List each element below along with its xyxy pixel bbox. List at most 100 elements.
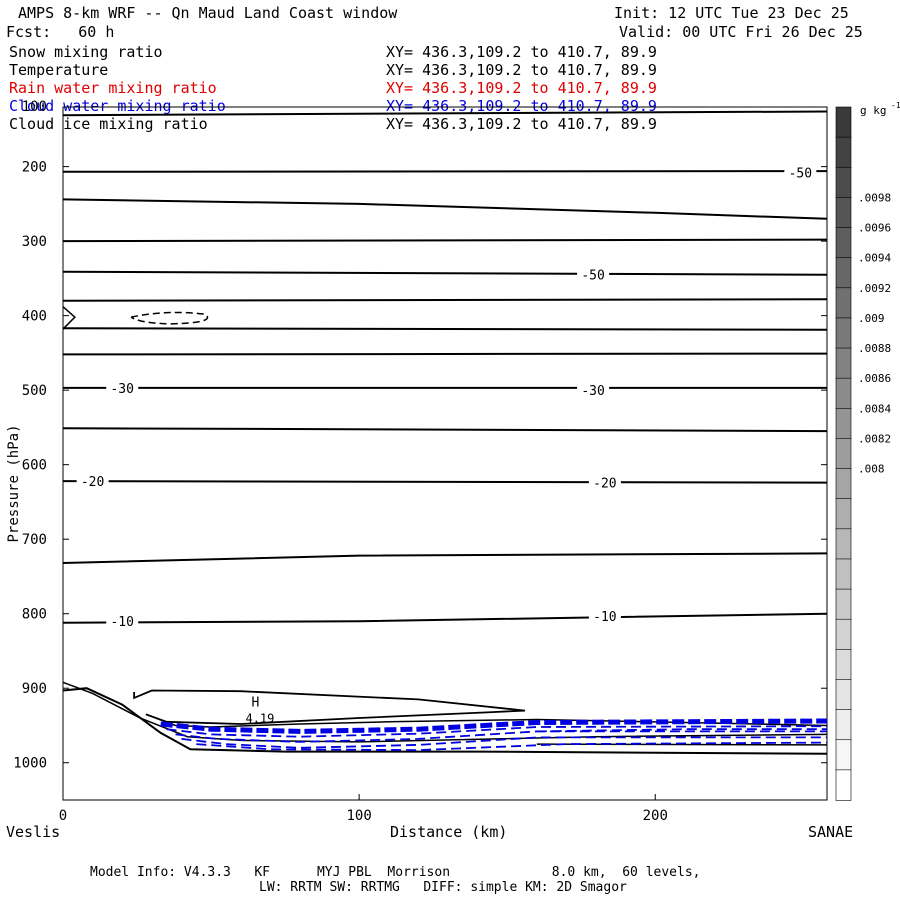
isotherm-label: -10 (110, 615, 133, 630)
isotherm-line (62, 298, 828, 302)
isotherm-label-bg (784, 164, 817, 181)
colorbar-label: .0096 (858, 222, 891, 235)
isotherm-group (62, 110, 828, 624)
y-tick-label: 500 (22, 383, 47, 399)
colorbar-swatch (835, 709, 852, 741)
field-coordinates: XY= 436.3,109.2 to 410.7, 89.9 (386, 79, 657, 97)
isotherm-line (62, 238, 828, 243)
colorbar-label: .0092 (858, 282, 891, 295)
colorbar-label: .0082 (858, 432, 891, 445)
colorbar-swatch (835, 136, 852, 169)
isotherm-line (62, 110, 828, 117)
isotherm-label: -50 (789, 167, 812, 182)
colorbar-label: .0098 (858, 191, 891, 204)
y-tick-label: 400 (22, 309, 47, 325)
isotherm-label-bg (106, 613, 139, 630)
y-axis-label: Pressure (hPa) (6, 424, 22, 542)
x-axis-label: Distance (km) (390, 823, 508, 841)
isotherm-line (62, 480, 828, 484)
isotherm-label: -20 (593, 477, 616, 492)
x-tick-label: 0 (59, 808, 67, 824)
cloud-water-contour (196, 741, 828, 752)
isotherm-label: -10 (593, 610, 616, 625)
y-tick-label: 800 (22, 607, 47, 623)
colorbar-swatch (835, 528, 852, 560)
field-coordinates: XY= 436.3,109.2 to 410.7, 89.9 (386, 115, 657, 133)
cloud-water-group (160, 718, 828, 752)
ice-contour (130, 311, 209, 325)
snow-contour (145, 713, 828, 728)
cloud-water-contour (160, 718, 828, 734)
colorbar-label: .0094 (858, 252, 891, 265)
colorbar-swatch (835, 166, 852, 199)
colorbar-swatch (835, 257, 852, 289)
isotherm-line (62, 612, 828, 624)
isotherm-label: -30 (110, 382, 133, 397)
high-marker-letter: H (251, 696, 259, 711)
colorbar-label: .0084 (858, 402, 891, 415)
snow-contour (133, 689, 526, 725)
field-name: Cloud ice mixing ratio (9, 115, 208, 133)
colorbar-label: .009 (858, 312, 885, 325)
model-info-line1: Model Info: V4.3.3 KF MYJ PBL Morrison 8… (90, 865, 701, 880)
y-tick-label: 1000 (13, 756, 47, 772)
y-tick-label: 700 (22, 532, 47, 548)
y-tick-label: 600 (22, 458, 47, 474)
isotherm-line (62, 552, 828, 564)
y-tick-label: 900 (22, 681, 47, 697)
field-name: Snow mixing ratio (9, 43, 163, 61)
init-time: Init: 12 UTC Tue 23 Dec 25 (614, 4, 849, 22)
isotherm-label-bg (577, 382, 610, 399)
isotherm-edge-kink (62, 306, 76, 330)
model-info-line2: LW: RRTM SW: RRTMG DIFF: simple KM: 2D S… (259, 880, 627, 895)
isotherm-line (62, 270, 828, 276)
colorbar-swatch (835, 679, 852, 711)
colorbar-swatch (835, 769, 852, 801)
y-tick-label: 200 (22, 160, 47, 176)
isotherm-line (62, 352, 828, 356)
field-coordinates: XY= 436.3,109.2 to 410.7, 89.9 (386, 97, 657, 115)
cloud-water-contour (166, 725, 828, 738)
colorbar-swatch (835, 347, 852, 379)
colorbar-swatch (835, 468, 852, 500)
colorbar-label: .008 (858, 463, 885, 476)
colorbar-swatch (835, 377, 852, 410)
colorbar-label: .0088 (858, 342, 891, 355)
isotherm-label-bg (577, 266, 610, 283)
isotherm-label-bg (76, 473, 109, 490)
field-name: Cloud water mixing ratio (9, 97, 226, 115)
colorbar-unit-superscript: -1 (891, 101, 900, 110)
snow-contour (536, 743, 828, 746)
plot-frame (62, 106, 828, 801)
x-tick-label: 200 (643, 808, 668, 824)
isotherm-line (62, 327, 828, 331)
cloud-water-contour (181, 736, 827, 749)
isotherm-line (62, 427, 828, 433)
colorbar-swatch (835, 558, 852, 590)
field-coordinates: XY= 436.3,109.2 to 410.7, 89.9 (386, 61, 657, 79)
high-marker-value: 4.19 (245, 712, 274, 726)
colorbar-label: .0086 (858, 372, 891, 385)
right-station-label: SANAE (808, 823, 854, 841)
isotherm-label: -20 (81, 475, 104, 490)
colorbar-swatch (835, 408, 852, 440)
chart-title: AMPS 8-km WRF -- Qn Maud Land Coast wind… (18, 4, 398, 22)
colorbar-swatch (835, 197, 852, 229)
colorbar-unit: g kg (860, 104, 887, 117)
left-station-label: Veslis (6, 823, 61, 841)
isotherm-label-bg (106, 379, 139, 396)
colorbar-swatch (835, 106, 852, 138)
y-tick-label: 100 (22, 99, 47, 115)
cloud-water-contour (536, 728, 827, 733)
forecast-hour: Fcst: 60 h (6, 23, 115, 41)
colorbar-swatch (835, 498, 852, 530)
colorbar-swatch (835, 317, 852, 349)
isotherm-line (62, 198, 828, 220)
y-tick-label: 300 (22, 234, 47, 250)
colorbar-swatch (835, 438, 852, 470)
x-tick-label: 100 (346, 808, 371, 824)
isotherm-line (62, 170, 828, 173)
colorbar-swatch (835, 649, 852, 681)
isotherm-label-bg (588, 607, 621, 624)
terrain-line (62, 687, 828, 755)
